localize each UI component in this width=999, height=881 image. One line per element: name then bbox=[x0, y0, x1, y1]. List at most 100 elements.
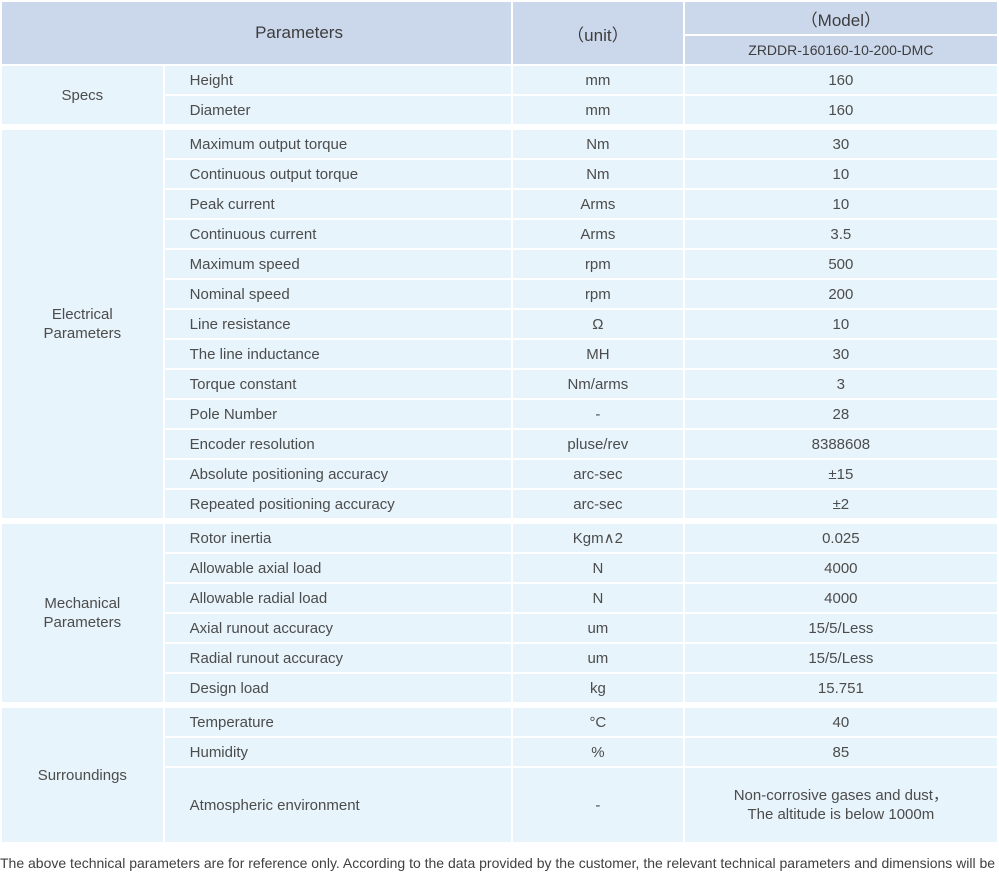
value-cell: 0.025 bbox=[684, 524, 997, 552]
unit-cell: N bbox=[513, 584, 683, 612]
table-row: Torque constant Nm/arms 3 bbox=[2, 370, 997, 398]
unit-cell: % bbox=[513, 738, 683, 766]
group-label-mechanical: Mechanical Parameters bbox=[2, 524, 163, 702]
table-row: Line resistance Ω 10 bbox=[2, 310, 997, 338]
param-cell: Maximum speed bbox=[164, 250, 512, 278]
param-cell: Diameter bbox=[164, 96, 512, 124]
param-cell: Peak current bbox=[164, 190, 512, 218]
table-row: Allowable axial load N 4000 bbox=[2, 554, 997, 582]
value-cell: 85 bbox=[684, 738, 997, 766]
param-cell: Height bbox=[164, 66, 512, 94]
value-cell: ±2 bbox=[684, 490, 997, 518]
unit-cell: Nm bbox=[513, 130, 683, 158]
table-row: Nominal speed rpm 200 bbox=[2, 280, 997, 308]
table-row: Atmospheric environment - Non-corrosive … bbox=[2, 768, 997, 842]
table-row: Peak current Arms 10 bbox=[2, 190, 997, 218]
unit-cell: arc-sec bbox=[513, 490, 683, 518]
table-row: Specs Height mm 160 bbox=[2, 66, 997, 124]
value-line: The altitude is below 1000m bbox=[747, 806, 935, 823]
unit-cell: mm bbox=[513, 66, 683, 94]
spec-table: Parameters （unit） （Model） ZRDDR-160160-1… bbox=[2, 2, 997, 842]
unit-cell: kg bbox=[513, 674, 683, 702]
param-cell: Torque constant bbox=[164, 370, 512, 398]
value-cell: 8388608 bbox=[684, 430, 997, 458]
value-cell: 30 bbox=[684, 340, 997, 368]
footnote-text: The above technical parameters are for r… bbox=[0, 855, 999, 871]
value-line: Non-corrosive gases and dust， bbox=[733, 787, 948, 804]
unit-cell: N bbox=[513, 554, 683, 582]
value-cell: 10 bbox=[684, 310, 997, 338]
table-row: Encoder resolution pluse/rev 8388608 bbox=[2, 430, 997, 458]
unit-cell: pluse/rev bbox=[513, 430, 683, 458]
param-cell: Rotor inertia bbox=[164, 524, 512, 552]
table-row: Electrical Parameters Maximum output tor… bbox=[2, 130, 997, 518]
param-cell: The line inductance bbox=[164, 340, 512, 368]
unit-cell: rpm bbox=[513, 280, 683, 308]
value-cell: 160 bbox=[684, 96, 997, 124]
value-cell: 10 bbox=[684, 160, 997, 188]
unit-cell: °C bbox=[513, 708, 683, 736]
table-row: Design load kg 15.751 bbox=[2, 674, 997, 702]
value-cell: 30 bbox=[684, 130, 997, 158]
unit-cell: um bbox=[513, 614, 683, 642]
param-cell: Humidity bbox=[164, 738, 512, 766]
value-cell: Non-corrosive gases and dust， The altitu… bbox=[684, 768, 997, 842]
param-cell: Atmospheric environment bbox=[164, 768, 512, 842]
unit-cell: um bbox=[513, 644, 683, 672]
value-cell: 4000 bbox=[684, 584, 997, 612]
value-cell: 40 bbox=[684, 708, 997, 736]
table-row: Mechanical Parameters Rotor inertia Kgm∧… bbox=[2, 524, 997, 702]
unit-cell: Arms bbox=[513, 190, 683, 218]
value-cell: 3 bbox=[684, 370, 997, 398]
param-cell: Absolute positioning accuracy bbox=[164, 460, 512, 488]
table-row: Repeated positioning accuracy arc-sec ±2 bbox=[2, 490, 997, 518]
table-row: Surroundings Temperature °C 40 bbox=[2, 708, 997, 842]
value-cell: 15/5/Less bbox=[684, 644, 997, 672]
unit-cell: mm bbox=[513, 96, 683, 124]
unit-cell: Nm/arms bbox=[513, 370, 683, 398]
group-label-surroundings: Surroundings bbox=[2, 708, 163, 842]
unit-cell: MH bbox=[513, 340, 683, 368]
value-cell: 10 bbox=[684, 190, 997, 218]
table-row: Axial runout accuracy um 15/5/Less bbox=[2, 614, 997, 642]
table-row: Pole Number - 28 bbox=[2, 400, 997, 428]
group-label-text: Electrical Parameters bbox=[43, 306, 122, 342]
group-label-electrical: Electrical Parameters bbox=[2, 130, 163, 518]
param-cell: Encoder resolution bbox=[164, 430, 512, 458]
unit-cell: arc-sec bbox=[513, 460, 683, 488]
group-label-text: Mechanical Parameters bbox=[43, 595, 122, 631]
param-cell: Continuous output torque bbox=[164, 160, 512, 188]
group-divider bbox=[2, 126, 997, 128]
table-row: Diameter mm 160 bbox=[2, 96, 997, 124]
table-row: Humidity % 85 bbox=[2, 738, 997, 766]
table-row: Continuous current Arms 3.5 bbox=[2, 220, 997, 248]
unit-cell: - bbox=[513, 768, 683, 842]
table-header-row: Parameters （unit） （Model） bbox=[2, 2, 997, 64]
table-header-subrow: ZRDDR-160160-10-200-DMC bbox=[2, 36, 997, 64]
param-cell: Allowable radial load bbox=[164, 584, 512, 612]
param-cell: Design load bbox=[164, 674, 512, 702]
param-cell: Pole Number bbox=[164, 400, 512, 428]
param-cell: Radial runout accuracy bbox=[164, 644, 512, 672]
group-divider bbox=[2, 520, 997, 522]
table-row: Continuous output torque Nm 10 bbox=[2, 160, 997, 188]
header-parameters: Parameters bbox=[2, 2, 512, 64]
value-cell: ±15 bbox=[684, 460, 997, 488]
param-cell: Temperature bbox=[164, 708, 512, 736]
param-cell: Maximum output torque bbox=[164, 130, 512, 158]
value-cell: 15.751 bbox=[684, 674, 997, 702]
value-cell: 3.5 bbox=[684, 220, 997, 248]
value-cell: 200 bbox=[684, 280, 997, 308]
unit-cell: - bbox=[513, 400, 683, 428]
param-cell: Allowable axial load bbox=[164, 554, 512, 582]
table-row: The line inductance MH 30 bbox=[2, 340, 997, 368]
unit-cell: Kgm∧2 bbox=[513, 524, 683, 552]
unit-cell: Arms bbox=[513, 220, 683, 248]
header-model: （Model） bbox=[684, 2, 997, 34]
table-row: Absolute positioning accuracy arc-sec ±1… bbox=[2, 460, 997, 488]
unit-cell: Nm bbox=[513, 160, 683, 188]
value-cell: 160 bbox=[684, 66, 997, 94]
header-model-number: ZRDDR-160160-10-200-DMC bbox=[684, 36, 997, 64]
table-row: Radial runout accuracy um 15/5/Less bbox=[2, 644, 997, 672]
value-cell: 15/5/Less bbox=[684, 614, 997, 642]
